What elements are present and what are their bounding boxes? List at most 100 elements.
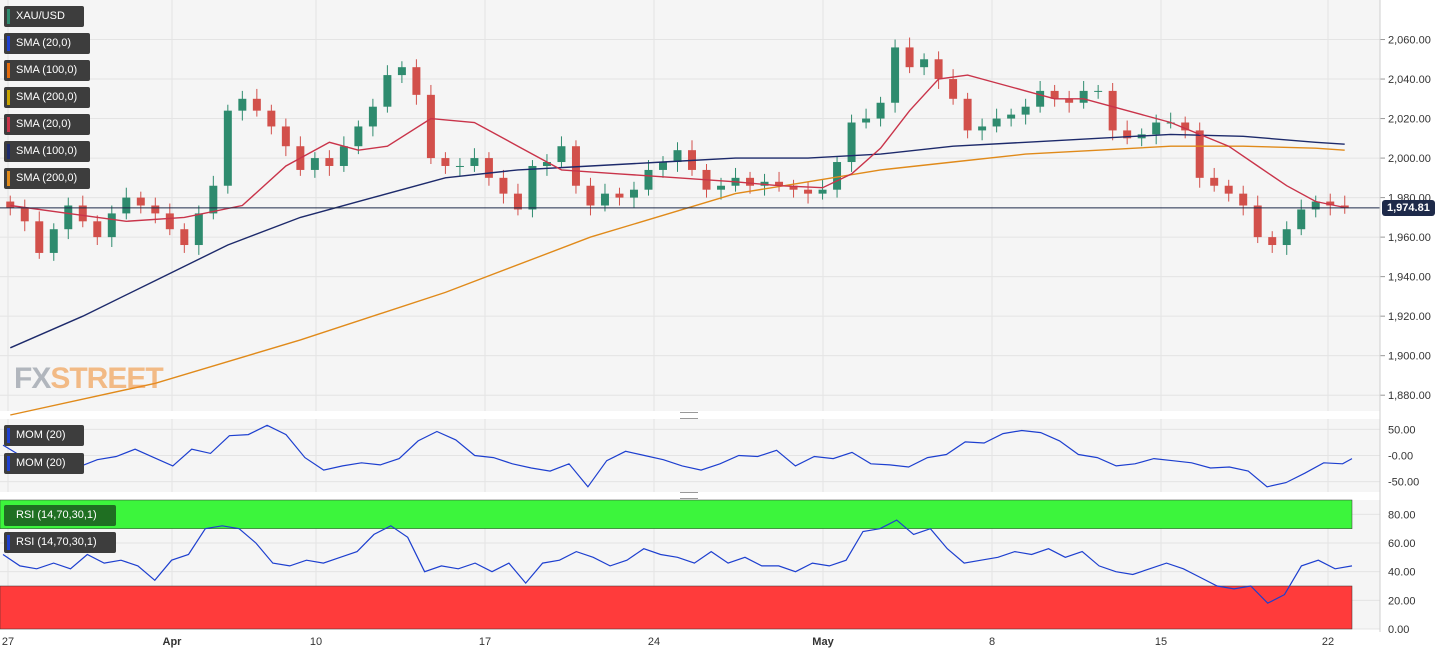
candle-body bbox=[194, 213, 203, 246]
candle-body bbox=[818, 189, 827, 194]
candle-body bbox=[1224, 185, 1233, 194]
candle-body bbox=[804, 189, 813, 194]
candle-body bbox=[1021, 106, 1030, 115]
candle-body bbox=[180, 229, 189, 246]
legend-item[interactable]: SMA (20,0) bbox=[4, 114, 90, 135]
candle-body bbox=[876, 102, 885, 119]
legend-item[interactable]: RSI (14,70,30,1) bbox=[4, 505, 116, 526]
rsi-line bbox=[2, 519, 1353, 604]
candle-body bbox=[1094, 90, 1103, 92]
candle-body bbox=[6, 201, 15, 208]
legend-label: SMA (100,0) bbox=[16, 145, 78, 157]
candle-body bbox=[557, 146, 566, 163]
x-tick-label: 27 bbox=[2, 636, 14, 648]
legend-item[interactable]: SMA (200,0) bbox=[4, 87, 90, 108]
candle-body bbox=[209, 185, 218, 214]
candle-body bbox=[484, 158, 493, 178]
legend-item[interactable]: RSI (14,70,30,1) bbox=[4, 532, 116, 553]
candle-body bbox=[1253, 205, 1262, 238]
symbol-label: XAU/USD bbox=[16, 10, 65, 22]
legend-item[interactable]: MOM (20) bbox=[4, 425, 84, 446]
legend-label: SMA (20,0) bbox=[16, 118, 72, 130]
legend-swatch bbox=[7, 63, 10, 78]
axis-labels: 27 Apr 10 17 24 May 8 15 22 1,880.00 1,900.00 1,920… bbox=[2, 35, 1431, 648]
y-tick-label: 2,060.00 bbox=[1388, 35, 1431, 47]
candle-body bbox=[847, 122, 856, 163]
candle-body bbox=[49, 229, 58, 253]
legend-swatch bbox=[7, 90, 10, 105]
candle-body bbox=[238, 98, 247, 111]
candle-body bbox=[978, 126, 987, 131]
candle-body bbox=[963, 98, 972, 131]
candle-body bbox=[775, 181, 784, 186]
legend-label: SMA (200,0) bbox=[16, 172, 78, 184]
candle-body bbox=[644, 169, 653, 190]
legend-symbol[interactable]: XAU/USD bbox=[4, 6, 84, 27]
candle-body bbox=[934, 59, 943, 80]
candle-body bbox=[122, 197, 131, 214]
y-tick-label: 2,000.00 bbox=[1388, 153, 1431, 165]
candle-body bbox=[223, 110, 232, 186]
candle-body bbox=[1297, 209, 1306, 230]
rsi-overbought-band bbox=[0, 499, 1353, 529]
pane-resize-handle[interactable] bbox=[680, 412, 698, 419]
candle-body bbox=[629, 189, 638, 198]
candle-body bbox=[20, 207, 29, 222]
candle-body bbox=[528, 165, 537, 210]
candle-body bbox=[615, 193, 624, 198]
candle-body bbox=[789, 185, 798, 190]
legend-item[interactable]: SMA (200,0) bbox=[4, 168, 90, 189]
candle-body bbox=[455, 165, 464, 167]
fxstreet-logo: FXSTREET bbox=[14, 362, 164, 395]
legend-swatch bbox=[7, 508, 10, 523]
legend-item[interactable]: SMA (100,0) bbox=[4, 141, 90, 162]
pane-resize-handle[interactable] bbox=[680, 492, 698, 499]
candle-body bbox=[412, 67, 421, 95]
legend-item[interactable]: SMA (20,0) bbox=[4, 33, 90, 54]
candle-body bbox=[1239, 193, 1248, 206]
indicator-lines bbox=[2, 424, 1353, 604]
candle-body bbox=[441, 158, 450, 166]
candle-body bbox=[1079, 90, 1088, 103]
candle-body bbox=[949, 79, 958, 99]
x-tick-label: Apr bbox=[163, 636, 183, 648]
sma-100-line bbox=[10, 133, 1345, 349]
candle-body bbox=[252, 98, 261, 111]
candle-body bbox=[136, 197, 145, 206]
candle-body bbox=[310, 158, 319, 170]
candle-body bbox=[992, 118, 1001, 127]
legend-label: SMA (200,0) bbox=[16, 91, 78, 103]
y-tick-label: 2,040.00 bbox=[1388, 74, 1431, 86]
x-tick-label: 8 bbox=[989, 636, 995, 648]
candle-body bbox=[600, 193, 609, 206]
candle-body bbox=[35, 221, 44, 253]
sma-200-line bbox=[10, 145, 1345, 416]
last-price-value: 1,974.81 bbox=[1387, 201, 1430, 214]
legend-label: MOM (20) bbox=[16, 457, 66, 469]
legend-swatch bbox=[7, 456, 10, 471]
candle-body bbox=[586, 185, 595, 206]
candle-body bbox=[659, 162, 667, 170]
legend-label: MOM (20) bbox=[16, 429, 66, 441]
moving-averages bbox=[0, 74, 1380, 416]
legend-label: RSI (14,70,30,1) bbox=[16, 509, 97, 521]
rsi-tick-label: 60.00 bbox=[1388, 538, 1416, 550]
momentum-line bbox=[2, 424, 1353, 488]
y-tick-label: 1,920.00 bbox=[1388, 311, 1431, 323]
legend-item[interactable]: SMA (100,0) bbox=[4, 60, 90, 81]
candle-body bbox=[397, 67, 406, 76]
candle-body bbox=[1282, 229, 1291, 246]
y-tick-label: 1,940.00 bbox=[1388, 272, 1431, 284]
candlesticks bbox=[6, 37, 1349, 261]
candle-body bbox=[1065, 98, 1074, 103]
legend-swatch bbox=[7, 171, 10, 186]
mom-tick-label: 50.00 bbox=[1388, 424, 1416, 436]
last-price-tag: 1,974.81 bbox=[1382, 199, 1435, 216]
candle-body bbox=[905, 47, 914, 68]
legend-swatch bbox=[7, 9, 10, 24]
legend-item[interactable]: MOM (20) bbox=[4, 453, 84, 474]
candle-body bbox=[383, 75, 392, 107]
main-pane-bg bbox=[0, 0, 1380, 411]
